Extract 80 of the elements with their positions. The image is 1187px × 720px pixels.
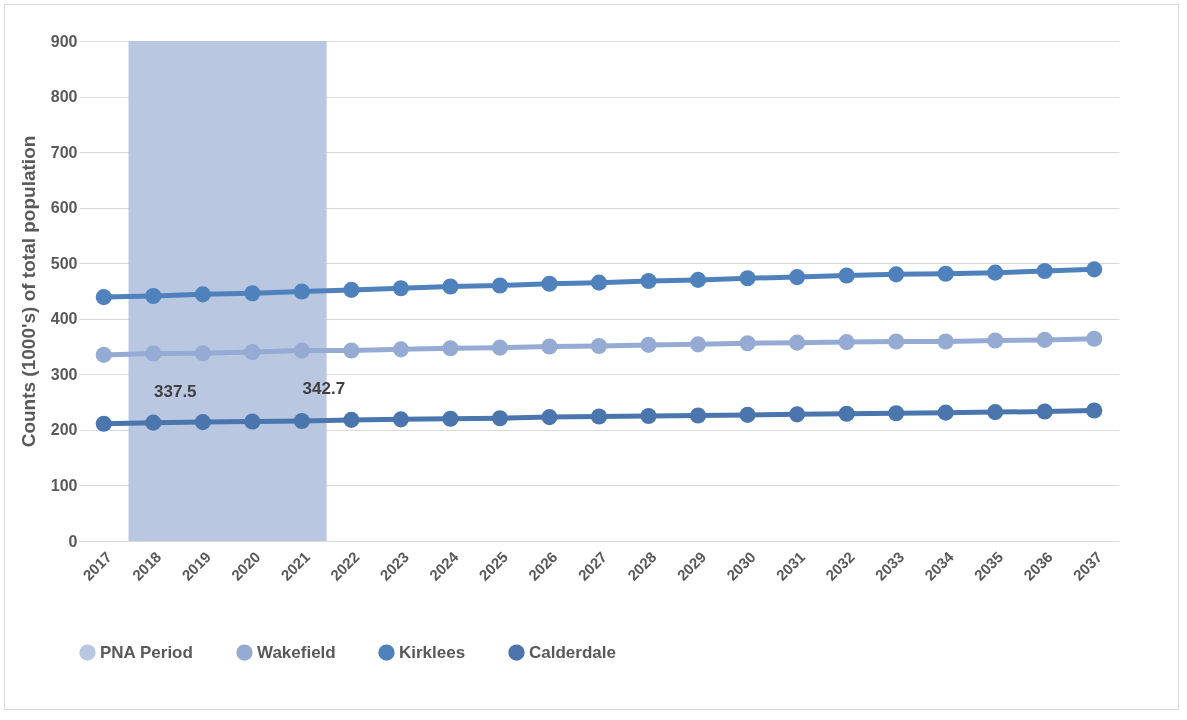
point	[937, 404, 954, 421]
point	[293, 342, 310, 359]
point	[987, 264, 1004, 281]
point	[640, 272, 657, 290]
legend-label: Kirklees	[399, 642, 466, 662]
point	[689, 336, 707, 353]
point	[392, 411, 409, 428]
point	[244, 344, 261, 361]
point	[937, 333, 954, 350]
point	[145, 287, 162, 305]
y-tick-label: 400	[50, 310, 78, 328]
point	[95, 346, 112, 363]
point	[888, 266, 905, 283]
point	[491, 339, 509, 356]
point	[789, 269, 806, 286]
legend-label: Calderdale	[529, 642, 616, 662]
point	[491, 277, 509, 294]
point	[640, 336, 657, 353]
point	[1086, 330, 1103, 347]
point	[442, 278, 459, 295]
point	[1036, 403, 1053, 420]
legend-label: PNA Period	[100, 642, 193, 662]
point	[888, 405, 905, 422]
point	[689, 271, 707, 288]
point	[739, 270, 756, 287]
point	[987, 332, 1004, 349]
point	[194, 345, 211, 362]
point	[145, 345, 162, 362]
y-tick-label: 0	[68, 532, 78, 550]
y-tick-label: 200	[50, 421, 78, 439]
point	[293, 283, 310, 300]
y-axis-title: Counts (1000's) of total population	[17, 135, 39, 448]
data-label: 337.5	[154, 381, 197, 401]
y-tick-label: 800	[50, 88, 78, 106]
point	[145, 414, 162, 431]
point	[739, 406, 756, 423]
y-tick-label: 300	[50, 365, 78, 383]
point	[541, 275, 558, 292]
point	[1036, 262, 1053, 280]
point	[442, 410, 459, 427]
point	[194, 286, 211, 303]
point	[95, 415, 112, 432]
legend-label: Wakefield	[257, 642, 336, 662]
point	[244, 285, 261, 302]
point	[343, 342, 360, 359]
point	[789, 334, 806, 351]
point	[491, 410, 509, 427]
point	[789, 406, 806, 423]
data-label: 342.7	[302, 378, 346, 398]
point	[1036, 331, 1053, 348]
point	[293, 412, 310, 430]
point	[442, 340, 459, 357]
point	[1086, 261, 1103, 278]
point	[1086, 402, 1103, 419]
point	[541, 409, 558, 426]
point	[937, 265, 954, 282]
point	[590, 337, 608, 355]
point	[739, 335, 756, 352]
point	[392, 280, 409, 297]
point	[987, 404, 1004, 421]
point	[343, 281, 360, 298]
point	[590, 408, 608, 425]
point	[590, 274, 608, 291]
point	[838, 334, 855, 351]
y-tick-label: 900	[50, 32, 78, 50]
point	[541, 338, 558, 355]
y-tick-label: 500	[50, 254, 78, 272]
point	[689, 407, 707, 424]
point	[838, 405, 855, 422]
point	[640, 407, 657, 425]
point	[95, 289, 112, 306]
y-tick-label: 600	[50, 199, 78, 217]
y-tick-label: 700	[50, 143, 78, 161]
point	[244, 413, 261, 430]
point	[343, 411, 360, 428]
point	[194, 414, 211, 431]
y-tick-label: 100	[50, 476, 78, 494]
point	[838, 267, 855, 284]
point	[392, 341, 409, 358]
point	[888, 333, 905, 350]
